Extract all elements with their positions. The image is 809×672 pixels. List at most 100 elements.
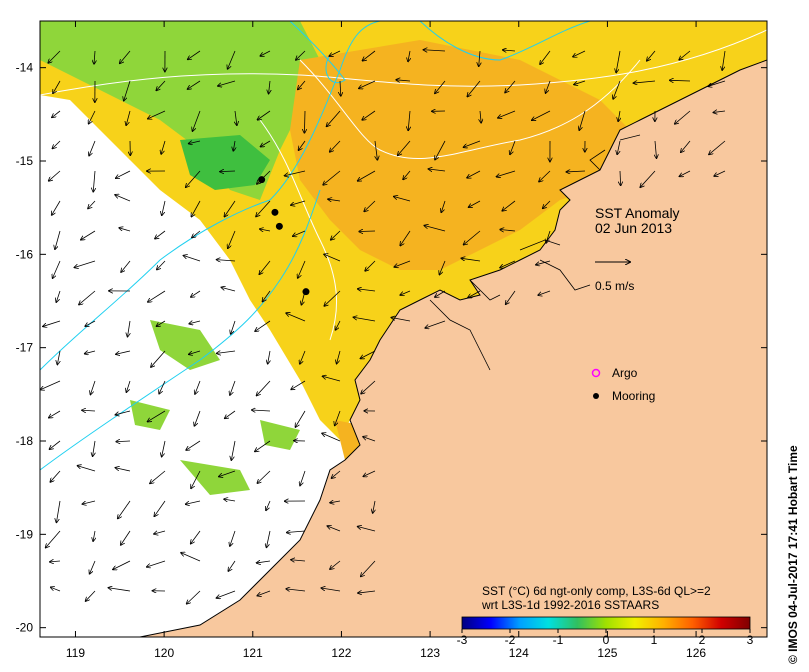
lat-tick-label: -16	[16, 247, 34, 261]
current-arrow	[148, 110, 166, 119]
lat-tick-label: -18	[16, 434, 34, 448]
current-arrow	[323, 170, 341, 185]
current-arrow	[536, 260, 551, 265]
current-arrow	[49, 410, 61, 418]
current-arrow	[186, 500, 201, 504]
current-arrow	[722, 50, 726, 70]
current-arrow	[162, 440, 166, 457]
colorbar-tick-label: 2	[699, 633, 706, 647]
current-arrow	[220, 171, 236, 172]
current-arrow	[681, 140, 691, 152]
current-arrow	[463, 140, 481, 147]
current-arrow	[327, 110, 341, 126]
current-arrow	[51, 587, 61, 592]
current-arrow	[617, 140, 621, 154]
current-arrow	[115, 410, 131, 415]
current-arrow	[85, 351, 96, 354]
current-arrow	[327, 526, 341, 532]
current-arrow	[713, 111, 726, 112]
current-arrow	[257, 590, 271, 596]
current-arrow	[126, 380, 131, 392]
current-arrow	[187, 590, 201, 604]
current-arrow	[189, 350, 201, 354]
current-arrow	[330, 501, 341, 503]
current-arrow	[298, 80, 306, 89]
current-arrow	[257, 380, 271, 396]
current-arrow	[93, 530, 95, 541]
current-arrow	[262, 290, 271, 301]
current-arrow	[360, 350, 376, 359]
current-arrow	[285, 170, 306, 176]
current-arrow	[88, 200, 96, 209]
current-arrow	[296, 50, 306, 60]
current-arrow	[257, 561, 271, 563]
current-arrow	[41, 380, 61, 390]
current-arrow	[124, 80, 131, 101]
current-arrow	[286, 589, 306, 591]
lat-tick-label: -20	[16, 621, 34, 635]
current-arrow	[286, 313, 306, 322]
current-arrow	[266, 530, 271, 547]
current-arrow	[186, 440, 201, 450]
lat-tick-label: -15	[16, 154, 34, 168]
lon-tick-label: 120	[154, 646, 174, 660]
current-arrow	[255, 320, 271, 331]
current-arrow	[423, 50, 446, 51]
current-arrow	[365, 260, 376, 271]
current-arrow	[375, 140, 377, 160]
current-arrow	[55, 230, 61, 249]
mooring-1	[258, 176, 266, 184]
current-arrow	[181, 553, 201, 562]
current-arrow	[52, 140, 61, 148]
current-arrow	[546, 230, 551, 243]
current-arrow	[52, 200, 61, 215]
current-arrow	[480, 110, 481, 123]
current-arrow	[464, 230, 481, 245]
current-arrow	[398, 140, 411, 155]
current-arrow	[189, 141, 201, 144]
latitude-axis: -14 -15 -16 -17 -18 -19 -20	[16, 61, 767, 635]
current-arrow	[183, 256, 201, 262]
current-vectors	[41, 50, 726, 604]
lon-tick-label: 124	[509, 646, 529, 660]
current-arrow	[48, 50, 61, 63]
current-arrow	[287, 531, 306, 533]
mooring-markers	[258, 176, 310, 296]
current-arrow	[579, 110, 586, 130]
current-arrow	[192, 110, 201, 131]
land-mass	[139, 21, 767, 637]
current-arrow	[79, 290, 96, 305]
current-arrow	[291, 200, 306, 205]
current-arrow	[503, 50, 516, 51]
current-arrow	[115, 468, 131, 472]
colorbar-tick-label: -1	[553, 633, 564, 647]
current-arrow	[90, 560, 96, 574]
mooring-2	[271, 208, 279, 216]
map-title: SST Anomaly	[595, 205, 680, 221]
current-arrow	[221, 287, 236, 292]
current-arrow	[231, 440, 236, 460]
current-arrow	[647, 50, 656, 61]
current-arrow	[194, 410, 201, 426]
current-arrow	[428, 169, 446, 171]
current-arrow	[121, 260, 131, 272]
current-arrow	[81, 230, 96, 240]
current-arrow	[150, 470, 166, 483]
current-arrow	[53, 260, 61, 278]
current-arrow	[57, 350, 60, 364]
argo-label: Argo	[612, 366, 638, 380]
current-arrow	[82, 500, 96, 504]
sst-cool-region-2	[180, 135, 270, 190]
current-arrow	[77, 466, 96, 472]
current-arrow	[151, 350, 166, 367]
current-arrow	[467, 170, 481, 178]
current-arrow	[540, 50, 551, 64]
current-arrow	[260, 229, 271, 231]
current-arrow	[618, 110, 620, 121]
current-arrow	[362, 50, 376, 61]
mooring-3	[275, 222, 283, 230]
current-arrow	[298, 260, 306, 278]
current-arrow	[435, 290, 446, 297]
current-arrow	[394, 260, 411, 267]
current-arrow	[396, 80, 411, 81]
